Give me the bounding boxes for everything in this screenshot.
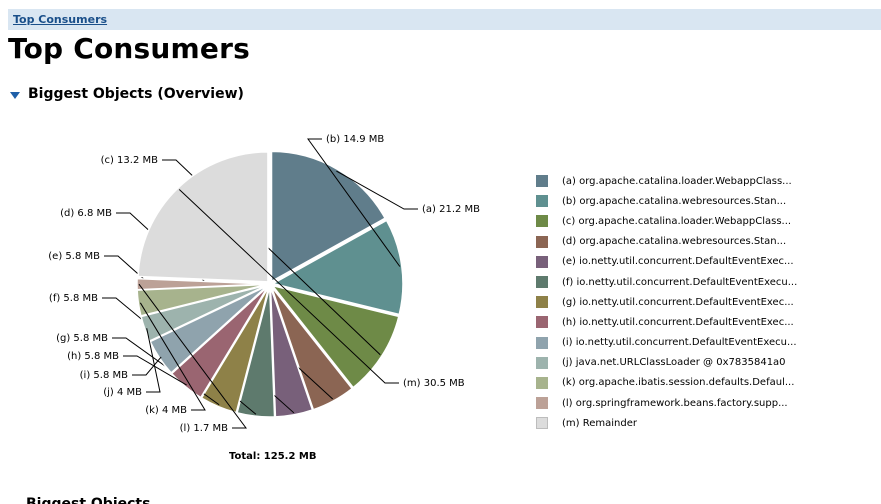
legend-label: (m) Remainder	[562, 417, 637, 429]
pie-label-j: (j) 4 MB	[103, 387, 142, 398]
legend-swatch	[536, 356, 548, 369]
chart-total: Total: 125.2 MB	[229, 451, 317, 462]
legend-item-g[interactable]: (g) io.netty.util.concurrent.DefaultEven…	[536, 292, 797, 312]
pie-leader-line	[139, 302, 206, 411]
pie-label-m: (m) 30.5 MB	[403, 378, 465, 389]
pie-label-e: (e) 5.8 MB	[48, 251, 100, 262]
pie-slice-e[interactable]	[269, 286, 314, 418]
pie-leader-line	[146, 328, 161, 393]
legend-swatch	[536, 417, 548, 430]
legend-swatch	[536, 255, 548, 268]
legend-label: (e) io.netty.util.concurrent.DefaultEven…	[562, 256, 794, 268]
legend-item-l[interactable]: (l) org.springframework.beans.factory.su…	[536, 393, 797, 413]
legend-item-i[interactable]: (i) io.netty.util.concurrent.DefaultEven…	[536, 333, 797, 353]
pie-leader-line	[162, 159, 381, 356]
pie-slice-h[interactable]	[170, 285, 269, 399]
legend-label: (d) org.apache.catalina.webresources.Sta…	[562, 236, 787, 248]
chart-legend: (a) org.apache.catalina.loader.WebappCla…	[536, 171, 797, 433]
legend-swatch	[536, 296, 548, 309]
legend-label: (f) io.netty.util.concurrent.DefaultEven…	[562, 276, 798, 288]
legend-swatch	[536, 276, 548, 289]
legend-label: (c) org.apache.catalina.loader.WebappCla…	[562, 215, 792, 227]
legend-label: (b) org.apache.catalina.webresources.Sta…	[562, 195, 787, 207]
pie-leader-line	[123, 355, 187, 386]
pie-slice-l[interactable]	[136, 277, 268, 291]
legend-item-m[interactable]: (m) Remainder	[536, 413, 797, 433]
pie-label-i: (i) 5.8 MB	[80, 370, 128, 381]
legend-item-a[interactable]: (a) org.apache.catalina.loader.WebappCla…	[536, 171, 797, 191]
legend-swatch	[536, 336, 548, 349]
pie-slice-m[interactable]	[137, 151, 269, 283]
legend-label: (j) java.net.URLClassLoader @ 0x7835841a…	[562, 357, 786, 369]
collapse-triangle-icon[interactable]	[10, 91, 20, 99]
legend-label: (k) org.apache.ibatis.session.defaults.D…	[562, 377, 795, 389]
section-title: Biggest Objects (Overview)	[28, 86, 244, 102]
pie-leader-line	[138, 283, 247, 429]
pie-label-k: (k) 4 MB	[145, 405, 187, 416]
pie-slice-a[interactable]	[270, 150, 387, 283]
legend-item-c[interactable]: (c) org.apache.catalina.loader.WebappCla…	[536, 211, 797, 231]
legend-item-f[interactable]: (f) io.netty.util.concurrent.DefaultEven…	[536, 272, 797, 292]
legend-swatch	[536, 175, 548, 188]
legend-label: (i) io.netty.util.concurrent.DefaultEven…	[562, 337, 797, 349]
pie-label-b: (b) 14.9 MB	[326, 134, 384, 145]
pie-label-d: (d) 6.8 MB	[60, 208, 112, 219]
pie-slice-b[interactable]	[270, 219, 404, 316]
pie-slice-g[interactable]	[200, 286, 270, 414]
legend-item-j[interactable]: (j) java.net.URLClassLoader @ 0x7835841a…	[536, 353, 797, 373]
pie-leader-line	[336, 170, 418, 210]
legend-swatch	[536, 215, 548, 228]
legend-swatch	[536, 316, 548, 329]
pie-label-g: (g) 5.8 MB	[56, 333, 108, 344]
pie-leader-line	[132, 356, 162, 376]
pie-leader-line	[307, 138, 401, 267]
legend-label: (l) org.springframework.beans.factory.su…	[562, 397, 788, 409]
legend-swatch	[536, 195, 548, 208]
pie-label-l: (l) 1.7 MB	[180, 423, 228, 434]
pie-slice-d[interactable]	[270, 286, 354, 411]
pie-label-f: (f) 5.8 MB	[49, 293, 98, 304]
legend-swatch	[536, 235, 548, 248]
legend-label: (g) io.netty.util.concurrent.DefaultEven…	[562, 296, 794, 308]
legend-item-k[interactable]: (k) org.apache.ibatis.session.defaults.D…	[536, 373, 797, 393]
legend-item-e[interactable]: (e) io.netty.util.concurrent.DefaultEven…	[536, 252, 797, 272]
pie-slice-f[interactable]	[236, 286, 276, 418]
legend-label: (a) org.apache.catalina.loader.WebappCla…	[562, 175, 792, 187]
legend-label: (h) io.netty.util.concurrent.DefaultEven…	[562, 316, 794, 328]
breadcrumb: Top Consumers	[8, 9, 881, 30]
section-header-biggest-objects-overview[interactable]: Biggest Objects (Overview)	[10, 86, 244, 102]
legend-item-d[interactable]: (d) org.apache.catalina.webresources.Sta…	[536, 232, 797, 252]
pie-label-c: (c) 13.2 MB	[101, 155, 159, 166]
page-title: Top Consumers	[8, 32, 250, 65]
legend-item-h[interactable]: (h) io.netty.util.concurrent.DefaultEven…	[536, 312, 797, 332]
legend-swatch	[536, 376, 548, 389]
legend-item-b[interactable]: (b) org.apache.catalina.webresources.Sta…	[536, 191, 797, 211]
pie-leader-line	[178, 189, 399, 384]
pie-label-a: (a) 21.2 MB	[422, 204, 480, 215]
breadcrumb-link-top-consumers[interactable]: Top Consumers	[13, 13, 108, 26]
legend-swatch	[536, 397, 548, 410]
pie-label-h: (h) 5.8 MB	[67, 351, 119, 362]
section-title-biggest-objects[interactable]: Biggest Objects	[26, 496, 151, 504]
